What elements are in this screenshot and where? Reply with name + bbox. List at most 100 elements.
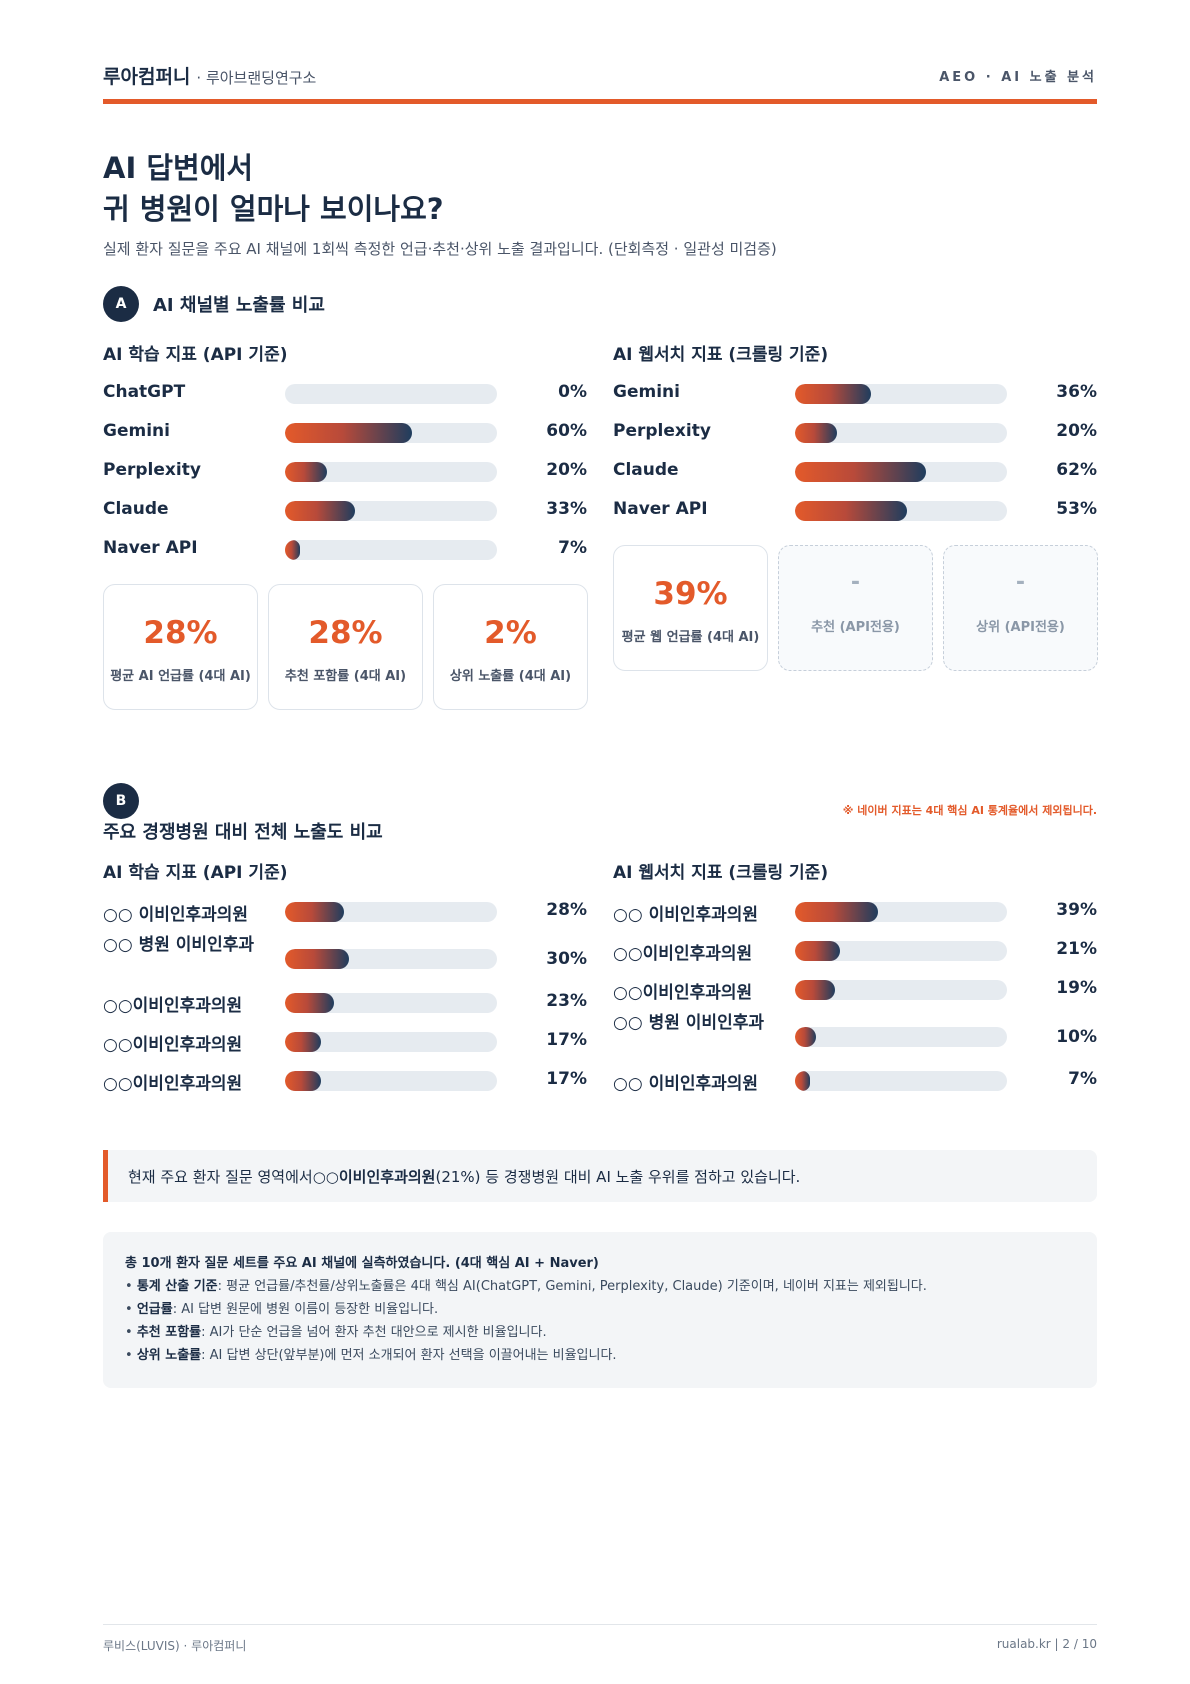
bar-track: [795, 980, 1007, 1000]
page-header: 루아컴퍼니 · 루아브랜딩연구소 AEO · AI 노출 분석: [103, 56, 1097, 104]
section-a-websearch-title: AI 웹서치 지표 (크롤링 기준): [613, 345, 829, 365]
stat-value: 2%: [484, 615, 537, 651]
bar-track: [795, 501, 1007, 521]
bar-track: [795, 384, 1007, 404]
bar-fill: [795, 501, 908, 521]
bar-label: Naver API: [103, 538, 198, 558]
methodology-term: 상위 노출률: [136, 1348, 202, 1363]
bar-track: [795, 941, 1007, 961]
naver-exclusion-note: ※ 네이버 지표는 4대 핵심 AI 통계율에서 제외됩니다.: [842, 804, 1097, 817]
stat-value: 28%: [308, 615, 383, 651]
bar-row: Gemini 36%: [613, 374, 1097, 413]
bar-track: [285, 949, 497, 969]
bar-row: Claude 62%: [613, 452, 1097, 491]
bar-track: [795, 423, 1007, 443]
callout-highlight: ○○이비인후과의원: [312, 1167, 436, 1186]
bar-value: 17%: [546, 1030, 587, 1050]
bar-value: 7%: [558, 538, 587, 558]
brand-name: 루아컴퍼니: [103, 66, 191, 88]
bar-row: Perplexity 20%: [613, 413, 1097, 452]
bar-fill: [795, 1071, 810, 1091]
stat-card: 28% 추천 포함률 (4대 AI): [268, 584, 423, 710]
section-a-heading: A AI 채널별 노출률 비교: [103, 286, 325, 322]
bar-row: ○○ 이비인후과의원 7%: [613, 1061, 1097, 1100]
bar-track: [285, 540, 497, 560]
bar-row: ○○이비인후과의원 23%: [103, 983, 587, 1022]
bar-value: 53%: [1056, 499, 1097, 519]
section-b-learning-title: AI 학습 지표 (API 기준): [103, 863, 288, 883]
summary-callout: 현재 주요 환자 질문 영역에서 ○○이비인후과의원 (21%) 등 경쟁병원 대…: [103, 1150, 1097, 1202]
stat-card: 28% 평균 AI 언급률 (4대 AI): [103, 584, 258, 710]
bar-fill: [795, 1027, 817, 1047]
brand-sub: · 루아브랜딩연구소: [196, 69, 317, 87]
section-b-learning-bars: ○○ 이비인후과의원 28% ○○ 병원 이비인후과 30% ○○이비인후과의원 23% ○…: [103, 892, 587, 1100]
methodology-term: 통계 산출 기준: [136, 1279, 218, 1294]
bar-fill: [285, 1032, 322, 1052]
bar-label: Perplexity: [103, 460, 201, 480]
stat-label: 평균 웹 언급률 (4대 AI): [621, 630, 760, 645]
bar-row: Perplexity 20%: [103, 452, 587, 491]
methodology-heading: 총 10개 환자 질문 세트를 주요 AI 채널에 실측하였습니다. (4대 핵…: [125, 1256, 599, 1271]
bar-value: 20%: [546, 460, 587, 480]
bar-fill: [795, 941, 840, 961]
bar-value: 39%: [1056, 900, 1097, 920]
callout-prefix: 현재 주요 환자 질문 영역에서: [128, 1167, 313, 1186]
section-a-title: AI 채널별 노출률 비교: [153, 295, 325, 316]
bar-value: 23%: [546, 991, 587, 1011]
bar-label: ○○이비인후과의원: [103, 1035, 243, 1055]
stat-label: 추천 (API전용): [811, 620, 900, 635]
header-section-label: AEO · AI 노출 분석: [939, 70, 1097, 85]
bar-label: ○○ 이비인후과의원: [613, 905, 759, 925]
title-line-2: 귀 병원이 얼마나 보이나요?: [103, 192, 444, 226]
stat-card-disabled: - 상위 (API전용): [943, 545, 1098, 671]
bar-row: Gemini 60%: [103, 413, 587, 452]
bar-track: [285, 902, 497, 922]
bar-value: 20%: [1056, 421, 1097, 441]
bar-value: 0%: [558, 382, 587, 402]
bar-row: ○○ 이비인후과의원 39%: [613, 892, 1097, 931]
section-b-websearch-column: AI 웹서치 지표 (크롤링 기준) ○○ 이비인후과의원 39% ○○이비인후과의…: [613, 858, 1097, 1100]
bar-track: [285, 993, 497, 1013]
bar-fill: [285, 501, 355, 521]
title-line-1: AI 답변에서: [103, 151, 254, 185]
bar-row: ○○이비인후과의원 17%: [103, 1061, 587, 1100]
bar-fill: [795, 462, 927, 482]
methodology-desc: : AI 답변 상단(앞부분)에 먼저 소개되어 환자 선택을 이끌어내는 비율…: [201, 1348, 617, 1363]
bar-value: 60%: [546, 421, 587, 441]
bar-label: ○○ 병원 이비인후과: [613, 1013, 764, 1033]
bar-fill: [285, 462, 328, 482]
bar-row: ○○ 이비인후과의원 28%: [103, 892, 587, 931]
methodology-desc: : AI가 단순 언급을 넘어 환자 추천 대안으로 제시한 비율입니다.: [201, 1325, 547, 1340]
footer-right: rualab.kr | 2 / 10: [996, 1637, 1097, 1651]
bar-fill: [795, 980, 836, 1000]
methodology-item: • 추천 포함률: AI가 단순 언급을 넘어 환자 추천 대안으로 제시한 비…: [125, 1325, 547, 1340]
bar-value: 7%: [1068, 1069, 1097, 1089]
bar-value: 36%: [1056, 382, 1097, 402]
bar-fill: [795, 423, 838, 443]
bar-label: Gemini: [613, 382, 680, 402]
bar-label: ○○이비인후과의원: [103, 1074, 243, 1094]
bar-label: Gemini: [103, 421, 170, 441]
page-footer: 루비스(LUVIS) · 루아컴퍼니 rualab.kr | 2 / 10: [103, 1624, 1097, 1653]
callout-suffix: (21%) 등 경쟁병원 대비 AI 노출 우위를 점하고 있습니다.: [435, 1167, 801, 1186]
section-b-learning-column: AI 학습 지표 (API 기준) ○○ 이비인후과의원 28% ○○ 병원 이비인…: [103, 858, 587, 1100]
bar-track: [285, 501, 497, 521]
section-a-websearch-column: AI 웹서치 지표 (크롤링 기준) Gemini 36% Perplexity 20…: [613, 340, 1097, 530]
section-a-learning-cards: 28% 평균 AI 언급률 (4대 AI) 28% 추천 포함률 (4대 AI) 2% 상…: [103, 584, 588, 710]
stat-card: 2% 상위 노출률 (4대 AI): [433, 584, 588, 710]
bar-value: 10%: [1056, 1027, 1097, 1047]
methodology-box: 총 10개 환자 질문 세트를 주요 AI 채널에 실측하였습니다. (4대 핵…: [103, 1232, 1097, 1388]
bar-value: 19%: [1056, 978, 1097, 998]
bar-fill: [795, 902, 878, 922]
methodology-item: • 통계 산출 기준: 평균 언급률/추천률/상위노출률은 4대 핵심 AI(C…: [125, 1279, 927, 1294]
bar-label: Claude: [613, 460, 679, 480]
bar-fill: [285, 1071, 322, 1091]
bar-row: ○○ 병원 이비인후과 10%: [613, 1009, 1097, 1061]
bar-label: Perplexity: [613, 421, 711, 441]
bar-label: ○○ 이비인후과의원: [103, 905, 249, 925]
section-b-websearch-bars: ○○ 이비인후과의원 39% ○○이비인후과의원 21% ○○이비인후과의원 19% ○○ …: [613, 892, 1097, 1100]
bar-track: [285, 384, 497, 404]
bar-value: 17%: [546, 1069, 587, 1089]
bar-fill: [285, 540, 300, 560]
bar-row: ○○이비인후과의원 17%: [103, 1022, 587, 1061]
